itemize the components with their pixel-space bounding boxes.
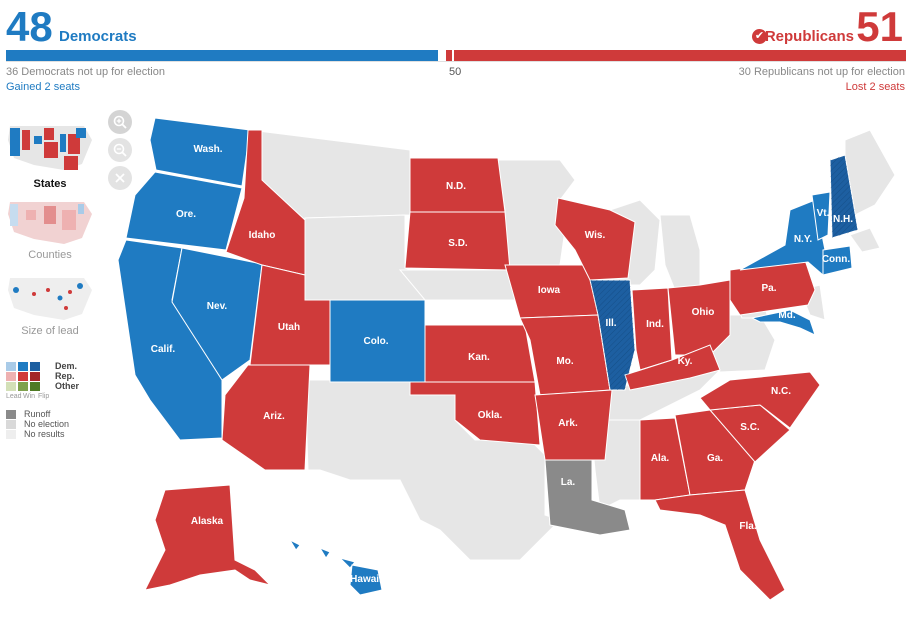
state-nevada[interactable] [171,247,263,381]
size-of-lead-thumbnail-icon [8,278,92,320]
legend-flip-label: Flip [38,393,50,400]
state-label-fla: Fla. [739,521,756,532]
state-label-ga: Ga. [707,453,723,464]
state-label-vt: Vt. [817,208,830,219]
state-label-iowa: Iowa [538,285,561,296]
reset-button[interactable] [108,166,132,190]
state-label-alaska: Alaska [191,516,224,527]
republicans-change-text: Lost 2 seats [845,81,905,93]
state-louisiana[interactable] [544,459,631,536]
state-label-s-d: S.D. [448,238,468,249]
state-label-n-h: N.H. [833,214,853,225]
view-counties[interactable]: Counties [4,196,96,261]
republicans-label: Republicans [764,28,854,45]
democrats-seat-bar [6,50,438,61]
state-new-york[interactable] [739,199,826,277]
states-thumbnail-icon [8,126,92,170]
state-arizona[interactable] [221,364,311,471]
state-label-ark: Ark. [558,418,578,429]
state-label-ill: Ill. [605,318,616,329]
democrats-not-up-text: 36 Democrats not up for election [6,66,165,78]
state-label-la: La. [561,477,576,488]
state-label-wis: Wis. [585,230,606,241]
new-hampshire-flip-hatch [830,155,858,238]
legend-dem-label: Dem. [55,361,78,371]
state-label-okla: Okla. [478,410,503,421]
counties-thumbnail-icon [8,202,92,244]
legend-runoff-label: Runoff [24,409,51,419]
majority-marker [452,50,454,61]
legend-win-label: Win [23,393,36,400]
state-label-conn: Conn. [822,254,851,265]
view-counties-label: Counties [28,249,72,261]
majority-label: 50 [449,66,462,78]
state-label-ariz: Ariz. [263,411,285,422]
state-label-ind: Ind. [646,319,664,330]
bar-baseline [6,61,906,62]
view-states[interactable]: States [4,120,96,190]
democrats-label: Democrats [59,28,137,45]
zoom-in-icon [113,115,127,129]
legend-rep-label: Rep. [55,371,75,381]
view-size-of-lead[interactable]: Size of lead [4,272,96,337]
state-label-nev: Nev. [207,301,228,312]
state-label-n-c: N.C. [771,386,791,397]
state-oregon[interactable] [125,171,243,251]
state-wisconsin[interactable] [554,197,636,281]
zoom-in-button[interactable] [108,110,132,134]
checkmark-icon: ✔ [752,29,767,44]
state-label-wash: Wash. [193,144,222,155]
state-connecticut[interactable] [822,245,853,276]
illinois-flip-hatch [590,280,635,390]
legend-other-label: Other [55,381,80,391]
republicans-not-up-text: 30 Republicans not up for election [738,66,905,78]
state-georgia[interactable] [674,409,756,496]
republicans-seat-bar [446,50,906,61]
state-label-md: Md. [778,310,795,321]
state-maryland[interactable] [750,309,816,336]
state-label-utah: Utah [278,322,300,333]
state-washington[interactable] [149,117,251,187]
state-label-ala: Ala. [651,453,670,464]
view-states-label: States [33,178,67,190]
reset-icon [115,173,125,183]
state-label-hawaii: Hawaii [350,574,382,585]
zoom-out-button[interactable] [108,138,132,162]
state-label-pa: Pa. [761,283,776,294]
democrats-change-text: Gained 2 seats [6,81,80,93]
zoom-out-icon [113,143,127,157]
state-label-calif: Calif. [151,344,176,355]
state-label-ky: Ky. [678,356,693,367]
view-size-of-lead-label: Size of lead [21,325,79,337]
state-label-n-d: N.D. [446,181,466,192]
state-north-carolina[interactable] [699,371,821,429]
state-kentucky[interactable] [624,344,721,391]
state-label-kan: Kan. [468,352,490,363]
state-vermont[interactable] [811,191,831,241]
state-label-s-c: S.C. [740,422,760,433]
state-label-mo: Mo. [556,356,573,367]
republicans-seat-count: 51 [856,3,903,50]
legend-lead-label: Lead [6,393,22,400]
state-arkansas[interactable] [534,389,613,461]
state-label-colo: Colo. [364,336,389,347]
state-labels: Wash. Ore. Calif. Nev. Idaho Utah Ariz. Colo. N.… [151,144,853,585]
state-ohio[interactable] [667,279,731,356]
legend-no-results-label: No results [24,429,65,439]
state-florida[interactable] [654,489,786,601]
state-oklahoma[interactable] [409,381,541,446]
legend-no-election-label: No election [24,419,70,429]
state-hawaii[interactable] [288,538,383,596]
state-label-n-y: N.Y. [794,234,813,245]
state-label-ohio: Ohio [692,307,715,318]
state-label-idaho: Idaho [249,230,276,241]
democrats-seat-count: 48 [6,3,53,50]
state-alaska[interactable] [144,484,272,591]
state-label-ore: Ore. [176,209,196,220]
